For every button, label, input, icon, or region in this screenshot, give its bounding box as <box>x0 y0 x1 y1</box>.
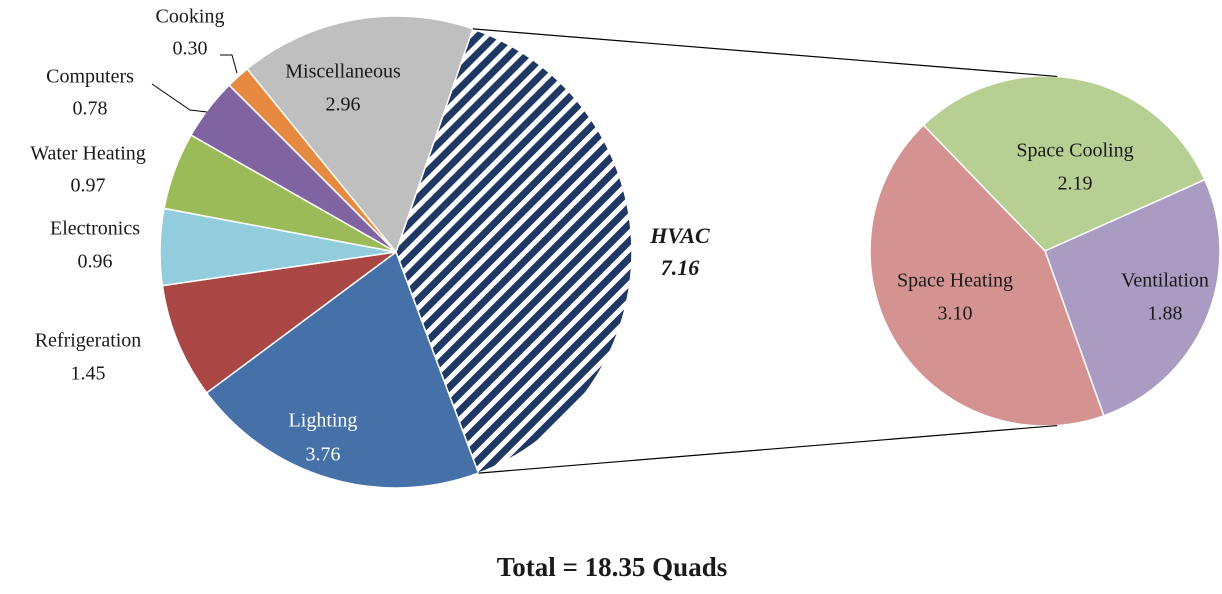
value-label: 0.96 <box>78 251 113 273</box>
slice-label: Space Cooling <box>1016 140 1133 162</box>
slice-label: Space Heating <box>897 270 1013 292</box>
pie-slice <box>246 15 474 254</box>
leader-line <box>220 54 238 74</box>
pie-slice <box>869 124 1105 427</box>
value-label: 1.45 <box>71 363 106 385</box>
slice-label: Miscellaneous <box>285 61 401 83</box>
slice-label: Computers <box>46 66 134 88</box>
value-label: 0.97 <box>71 175 106 197</box>
leader-line <box>151 83 208 113</box>
value-label: 0.78 <box>73 98 108 120</box>
value-label: 3.10 <box>938 303 973 325</box>
slice-label: Water Heating <box>30 143 146 165</box>
value-label: 2.19 <box>1058 173 1093 195</box>
pie-slice <box>161 251 397 394</box>
slice-label: Refrigeration <box>35 330 142 352</box>
connector-line <box>472 28 1058 78</box>
value-label: 0.30 <box>173 38 208 60</box>
value-label: 7.16 <box>661 255 700 280</box>
pie-slice <box>1044 178 1221 417</box>
pie-slice <box>922 75 1206 252</box>
value-label: 1.88 <box>1148 303 1183 325</box>
chart-title: Total = 18.35 Quads <box>497 552 727 582</box>
slice-label: Lighting <box>289 410 358 432</box>
slice-label: HVAC <box>649 223 710 248</box>
value-label: 3.76 <box>306 444 341 466</box>
pie-slice <box>395 27 633 475</box>
slice-label: Ventilation <box>1121 270 1209 292</box>
pie-slice <box>205 250 480 489</box>
slice-label: Electronics <box>50 218 140 240</box>
connector-line <box>478 424 1058 474</box>
value-label: 2.96 <box>326 94 361 116</box>
slice-label: Cooking <box>156 6 225 28</box>
